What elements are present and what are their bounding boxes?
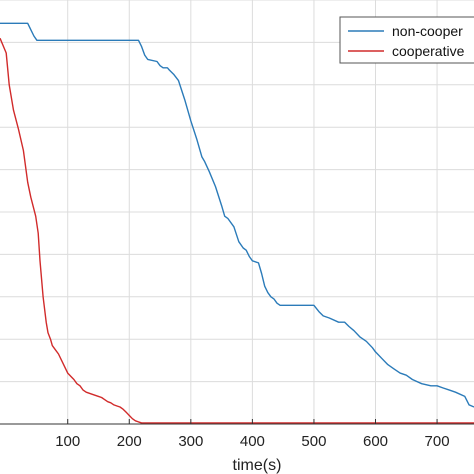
x-tick-label: 500 — [301, 433, 326, 450]
legend-label: cooperative — [392, 43, 465, 59]
legend-label: non-cooper — [392, 23, 463, 39]
grid — [0, 0, 474, 424]
x-tick-label: 100 — [55, 433, 80, 450]
x-axis-title: time(s) — [233, 457, 282, 474]
x-tick-label: 600 — [363, 433, 388, 450]
legend-box — [339, 16, 474, 64]
x-tick-label: 400 — [240, 433, 265, 450]
x-tick-label: 700 — [425, 433, 450, 450]
x-tick-labels: 100 200 300 400 500 600 700 — [55, 433, 449, 450]
axes — [0, 419, 474, 425]
series-line-cooperative — [0, 37, 474, 424]
series-layer — [0, 22, 474, 424]
x-tick-label: 200 — [117, 433, 142, 450]
series-line-non-cooper — [0, 22, 474, 408]
legend: non-cooper cooperative — [339, 16, 474, 64]
x-tick-label: 300 — [178, 433, 203, 450]
